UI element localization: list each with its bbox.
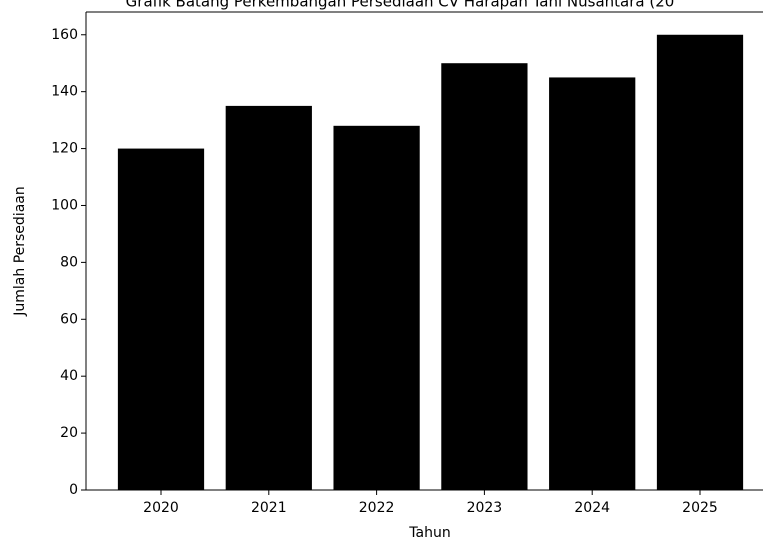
y-tick-label: 60 bbox=[60, 311, 78, 327]
x-tick-label: 2023 bbox=[467, 500, 503, 516]
y-tick-label: 140 bbox=[51, 84, 78, 100]
bar bbox=[441, 63, 528, 490]
bar bbox=[117, 148, 205, 491]
y-tick-label: 120 bbox=[51, 141, 78, 157]
x-tick-label: 2024 bbox=[574, 500, 610, 516]
bar bbox=[656, 34, 744, 491]
y-axis-label: Jumlah Persediaan bbox=[12, 186, 28, 316]
x-tick-label: 2022 bbox=[359, 500, 395, 516]
x-tick-label: 2020 bbox=[143, 500, 179, 516]
bar bbox=[549, 77, 636, 490]
y-tick-label: 0 bbox=[69, 482, 78, 498]
y-tick-label: 40 bbox=[60, 368, 78, 384]
x-tick-label: 2025 bbox=[682, 500, 718, 516]
y-tick-label: 80 bbox=[60, 254, 78, 270]
x-tick-label: 2021 bbox=[251, 500, 287, 516]
chart-title: Grafik Batang Perkembangan Persediaan CV… bbox=[126, 0, 675, 11]
x-axis-label: Tahun bbox=[408, 525, 450, 540]
y-tick-label: 100 bbox=[51, 197, 78, 213]
y-tick-label: 160 bbox=[51, 27, 78, 43]
y-tick-label: 20 bbox=[60, 425, 78, 441]
bar bbox=[225, 105, 312, 491]
bar bbox=[333, 125, 420, 491]
